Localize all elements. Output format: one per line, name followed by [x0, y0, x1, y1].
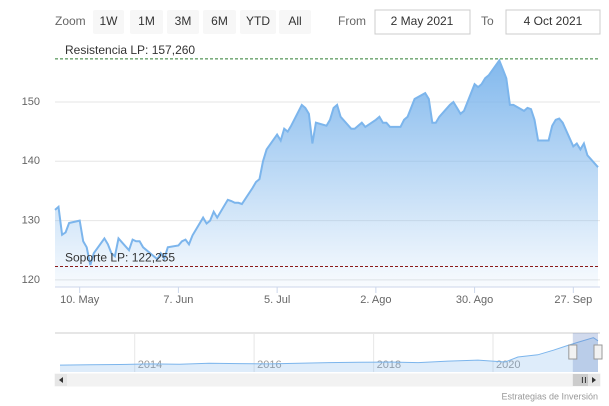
scrollbar-track: [54, 373, 601, 387]
scrollbar-right-arrow: [592, 377, 596, 383]
range-button-label[interactable]: 3M: [175, 14, 192, 28]
y-tick-label: 120: [22, 274, 40, 286]
y-tick-label: 130: [22, 214, 40, 226]
series-line: [54, 58, 599, 266]
x-tick-label: 30. Ago: [456, 294, 493, 306]
x-tick-label: 5. Jul: [264, 294, 290, 306]
y-tick-label: 140: [22, 155, 40, 167]
zoom-label: Zoom: [55, 14, 86, 28]
from-label: From: [338, 14, 366, 28]
range-button[interactable]: [130, 10, 163, 34]
range-button-label[interactable]: 6M: [211, 14, 228, 28]
to-label: To: [481, 14, 494, 28]
navigator-handle[interactable]: [593, 344, 603, 360]
navigator-area: [60, 337, 598, 372]
plot-line-label: Soporte LP: 122,255: [65, 251, 175, 265]
range-button[interactable]: [203, 10, 236, 34]
range-button-label[interactable]: YTD: [246, 14, 270, 28]
from-value[interactable]: 2 May 2021: [391, 14, 454, 28]
area-fill: [55, 60, 598, 287]
range-button-label[interactable]: All: [288, 14, 301, 28]
navigator-handle[interactable]: [568, 344, 578, 360]
to-input[interactable]: [505, 9, 601, 35]
to-value[interactable]: 4 Oct 2021: [524, 14, 583, 28]
navigator-tick-label: 2016: [257, 359, 281, 371]
navigator-bg: [55, 333, 600, 372]
range-button-label[interactable]: 1W: [100, 14, 119, 28]
credits[interactable]: Estrategias de Inversión: [501, 391, 598, 401]
x-tick-label: 2. Ago: [360, 294, 391, 306]
navigator-tick-label: 2014: [138, 359, 162, 371]
range-button-label[interactable]: 1M: [138, 14, 155, 28]
x-tick-label: 10. May: [60, 294, 100, 306]
scrollbar-left-arrow: [59, 377, 63, 383]
navigator-line: [59, 337, 599, 366]
x-tick-label: 27. Sep: [554, 294, 592, 306]
x-tick-label: 7. Jun: [163, 294, 193, 306]
range-button[interactable]: [167, 10, 199, 34]
from-input[interactable]: [374, 9, 471, 35]
y-tick-label: 150: [22, 96, 40, 108]
range-button[interactable]: [240, 10, 276, 34]
range-button[interactable]: [279, 10, 311, 34]
range-button[interactable]: [93, 10, 124, 34]
plot-line-label: Resistencia LP: 157,260: [65, 43, 195, 57]
